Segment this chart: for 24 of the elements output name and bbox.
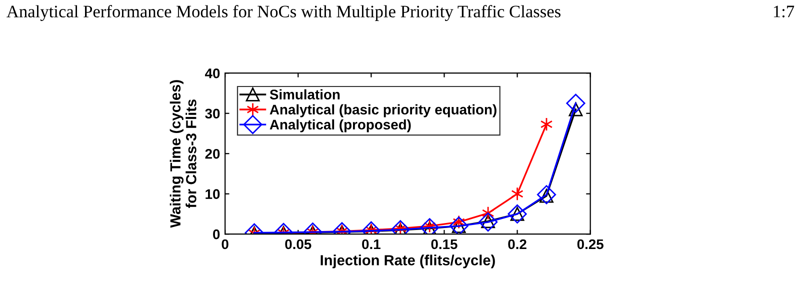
point [566,94,586,113]
y-axis-title: Waiting Time (cycles) for Class-3 Flits [170,80,196,228]
y-tick-label: 20 [205,148,220,159]
y-tick-label: 40 [204,68,220,78]
point [478,212,498,232]
point [511,186,524,201]
y-tick-label: 10 [206,189,220,200]
text: 1:7 [774,6,794,18]
x-tick-label: 0.25 [577,239,604,250]
x-tick-label: 0 [222,239,228,250]
x-tick-label: 0.1 [362,239,380,250]
x-tick-label: 0.2 [508,239,526,250]
legend-label: Analytical (basic priority equation) [270,104,496,118]
x-tick-label: 0.05 [285,239,312,250]
y-tick-label: 0 [213,229,220,240]
y-tick-label: 30 [205,108,220,119]
point [420,218,440,234]
point [536,185,556,204]
text: Analytical Performance Models for NoCs with Multiple Priority Traffic Classes [6,5,560,21]
point [508,204,527,224]
legend-label: Simulation [270,89,340,100]
x-axis-title: Injection Rate (flits/cycle) [320,254,495,268]
legend-label: Analytical (proposed) [270,119,411,132]
x-tick-label: 0.15 [431,239,458,250]
